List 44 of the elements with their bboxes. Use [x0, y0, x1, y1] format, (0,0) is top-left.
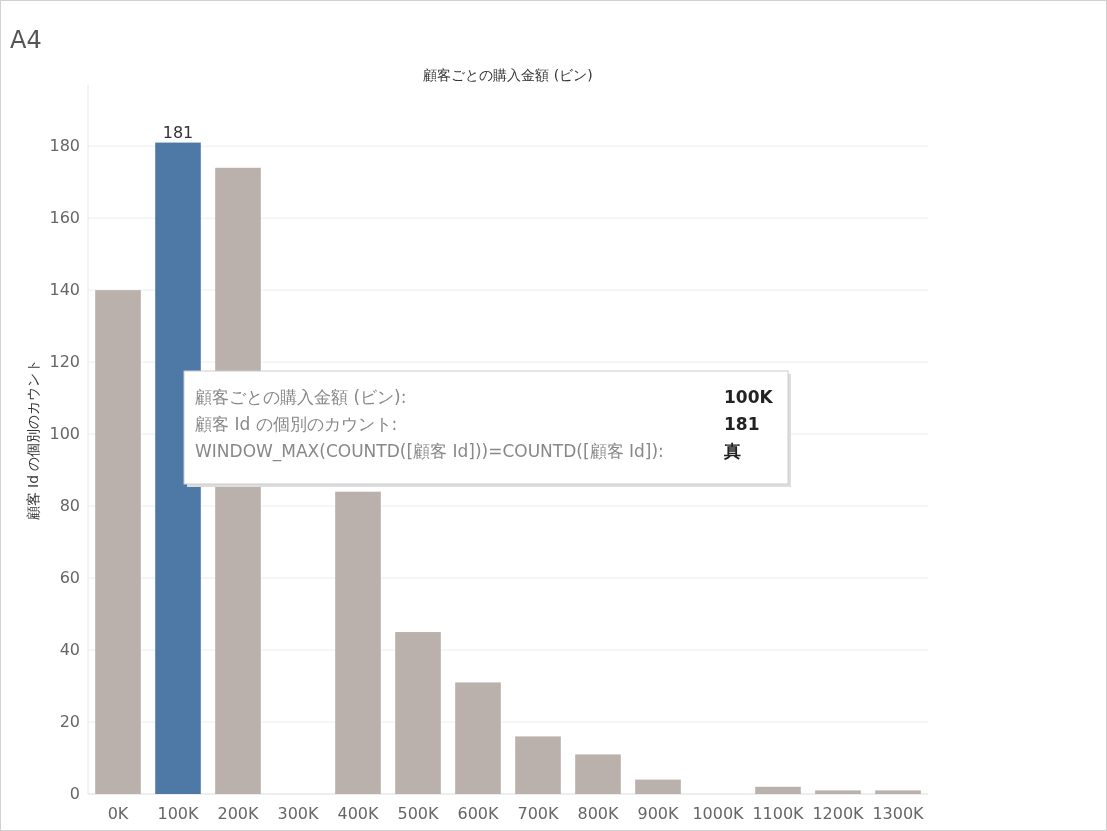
- x-tick-label: 500K: [397, 804, 440, 823]
- x-tick-label: 1300K: [872, 804, 925, 823]
- data-label: 181: [162, 122, 194, 142]
- x-tick-label: 100K: [157, 804, 200, 823]
- bar: [455, 682, 501, 794]
- y-tick-label: 40: [59, 640, 80, 660]
- y-tick-label: 20: [59, 712, 80, 732]
- bar: [515, 736, 561, 794]
- bar: [755, 786, 801, 794]
- bar: [815, 790, 861, 794]
- x-tick-label: 200K: [217, 804, 260, 823]
- x-tick-label: 400K: [337, 804, 380, 823]
- annotation: 真: [723, 441, 741, 461]
- x-tick-label: 900K: [637, 804, 680, 823]
- x-tick-label: 600K: [457, 804, 500, 823]
- y-tick-label: 120: [49, 352, 80, 372]
- x-tick-label: 1000K: [692, 804, 745, 823]
- x-tick-label: 1200K: [812, 804, 865, 823]
- bar: [335, 491, 381, 794]
- bar: [95, 290, 141, 794]
- annotation: 181: [724, 414, 760, 434]
- y-tick-label: 80: [59, 496, 80, 516]
- x-tick-label: 700K: [517, 804, 560, 823]
- chart-subtitle: 顧客ごとの購入金額 (ビン): [423, 67, 593, 83]
- bar: [635, 779, 681, 794]
- x-tick-label: 800K: [577, 804, 620, 823]
- x-tick-label: 300K: [277, 804, 320, 823]
- x-tick-label: 1100K: [752, 804, 805, 823]
- chart-title: A4: [10, 26, 42, 54]
- y-axis-title: 顧客 Id の個別のカウント: [25, 358, 41, 521]
- x-tick-label: 0K: [107, 804, 129, 823]
- y-tick-label: 0: [69, 784, 80, 803]
- annotation: 100K: [724, 387, 774, 407]
- bar: [575, 754, 621, 794]
- y-tick-label: 160: [49, 208, 80, 228]
- y-tick-label: 60: [59, 568, 80, 588]
- y-tick-label: 180: [49, 136, 80, 156]
- bar: [395, 632, 441, 794]
- bar: [875, 790, 921, 794]
- annotation: 顧客 Id の個別のカウント:: [195, 414, 398, 434]
- y-tick-label: 140: [49, 280, 80, 300]
- annotation: 顧客ごとの購入金額 (ビン):: [195, 387, 407, 407]
- y-tick-label: 100: [49, 424, 80, 444]
- annotation: WINDOW_MAX(COUNTD([顧客 Id]))=COUNTD([顧客 Id]):: [195, 441, 664, 462]
